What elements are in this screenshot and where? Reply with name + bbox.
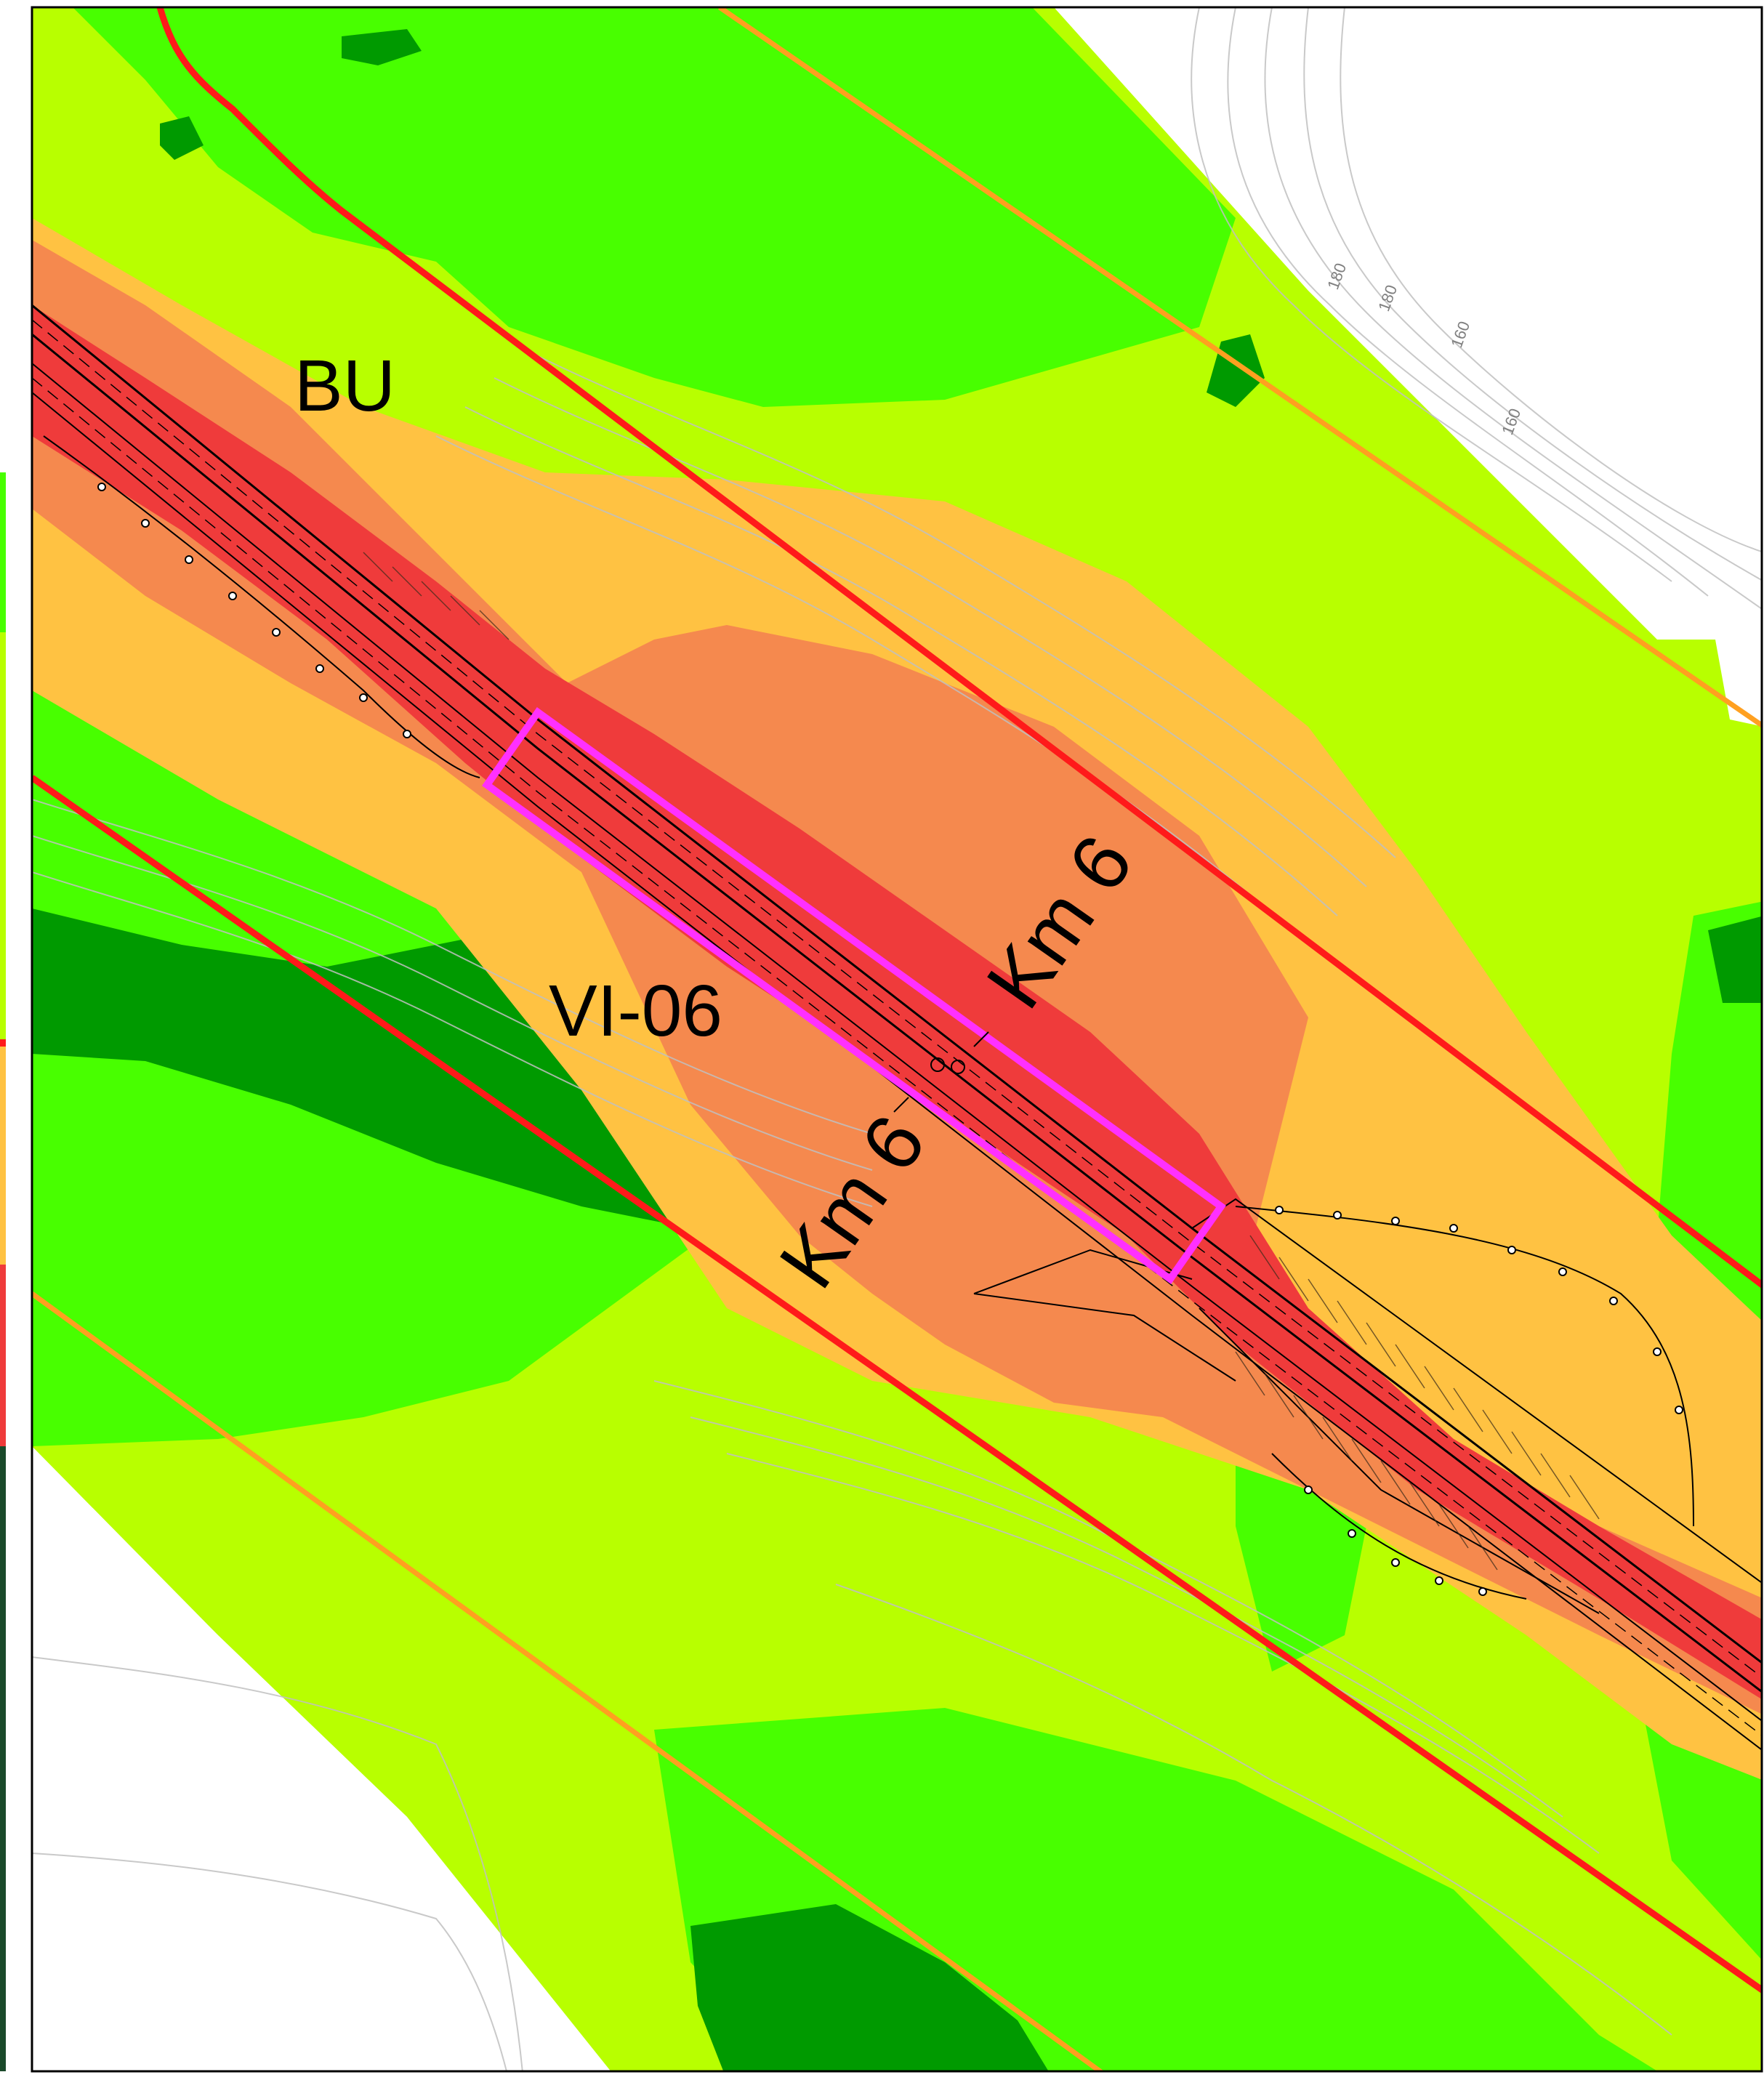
legend-strip [0, 472, 6, 2071]
white-area-east-strip [1715, 640, 1762, 727]
zone-label-vi06: VI-06 [549, 970, 722, 1052]
white-area-southwest [32, 1454, 590, 2071]
red-boundary-south [32, 775, 1762, 1994]
railway-corridor [32, 304, 1762, 1751]
white-area-northeast [1054, 7, 1762, 640]
red-boundary-lines [32, 7, 1762, 1994]
zone-label-bu: BU [294, 345, 395, 427]
map-border [31, 6, 1763, 2073]
orange-boundary-south [32, 1291, 1105, 2071]
zone-very-low-area-north-1 [342, 29, 422, 65]
map-canvas: BU VI-06 Km 6 Km 6 180 180 160 160 [32, 7, 1762, 2071]
zone-very-low-area-east [1708, 916, 1762, 1003]
zone-very-low-area-north-2 [160, 116, 204, 160]
orange-boundary-lines [32, 7, 1762, 2071]
red-boundary-north [156, 7, 1762, 1289]
embankment-hatching [363, 552, 1600, 1571]
highlight-station-box [482, 706, 1226, 1285]
contour-lines [32, 7, 1762, 2071]
alignment-markers [893, 1031, 989, 1113]
zone-very-low-area-south [690, 1904, 1049, 2071]
zone-very-high-core [32, 305, 1762, 1700]
zone-low-area-north [73, 7, 1236, 407]
fence-posts [97, 483, 1683, 1596]
orange-boundary-north [718, 7, 1762, 729]
